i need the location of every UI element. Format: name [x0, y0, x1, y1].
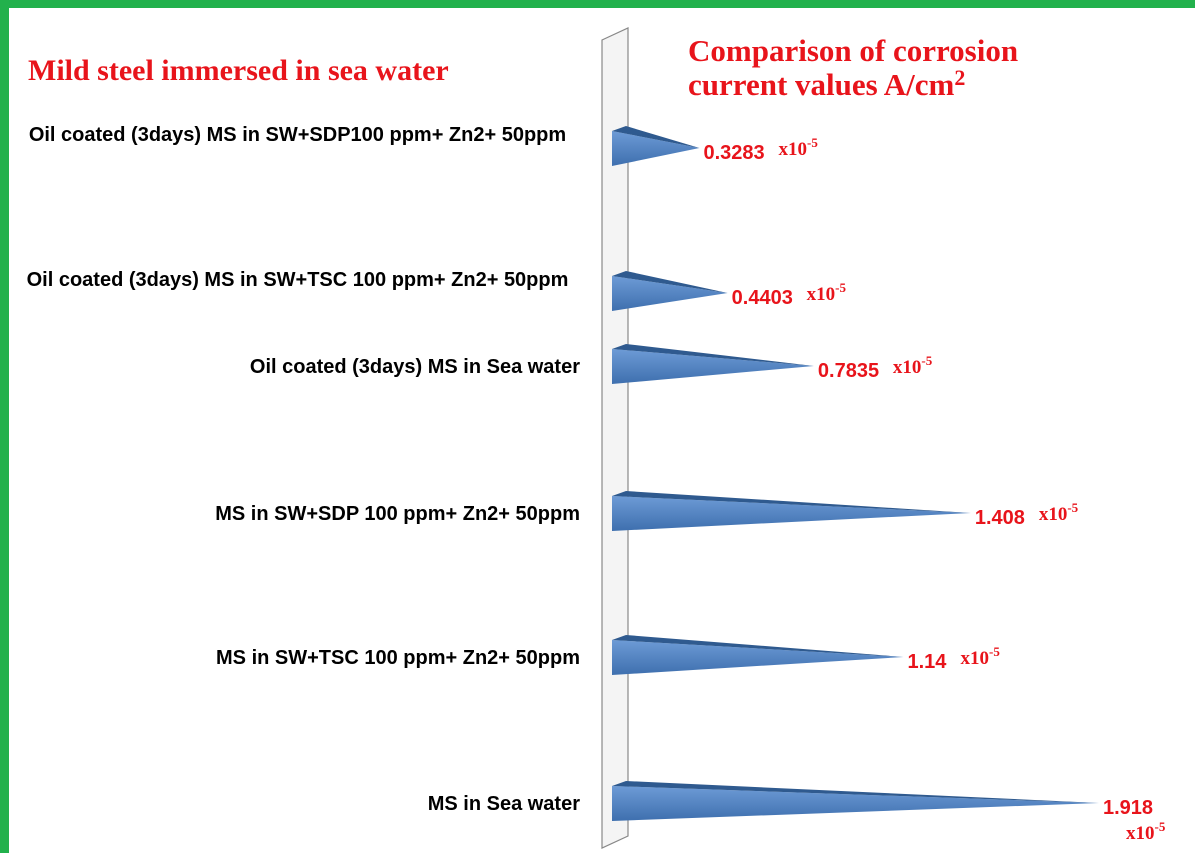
unit-label: x10-5 — [806, 281, 846, 306]
subtitle: Mild steel immersed in sea water — [28, 54, 449, 87]
border — [0, 0, 9, 853]
cone-top — [612, 781, 1100, 803]
unit-label: x10-5 — [778, 136, 818, 161]
chart-title: Comparison of corrosion current values A… — [688, 34, 1118, 102]
category-label: Oil coated (3days) MS in SW+SDP100 ppm+ … — [28, 124, 567, 146]
value-label: 1.918 — [1103, 797, 1154, 819]
cone-top — [612, 344, 814, 366]
unit-exponent: -5 — [807, 135, 818, 150]
cone-top — [612, 635, 904, 657]
unit-base: x10 — [1126, 823, 1155, 844]
cone-top — [612, 126, 700, 148]
unit-base: x10 — [960, 648, 989, 669]
value-label: 1.14 — [907, 651, 947, 673]
cone-bar — [612, 640, 904, 675]
unit-base: x10 — [806, 284, 836, 305]
unit-exponent: -5 — [1067, 500, 1079, 515]
unit-label: x10-5 — [1126, 820, 1165, 845]
unit-base: x10 — [892, 357, 922, 378]
unit-exponent: -5 — [921, 353, 933, 368]
unit-base: x10 — [1038, 504, 1068, 525]
category-label: MS in SW+TSC 100 ppm+ Zn2+ 50ppm — [216, 647, 580, 669]
category-label: Oil coated (3days) MS in Sea water — [249, 356, 580, 378]
title-text: Comparison of corrosion current values A… — [688, 33, 1019, 102]
category-label: MS in SW+SDP 100 ppm+ Zn2+ 50ppm — [215, 503, 580, 525]
unit-label: x10-5 — [892, 354, 932, 379]
category-label: MS in Sea water — [427, 793, 580, 815]
value-label: 0.3283 — [703, 142, 765, 164]
cone-bar — [612, 349, 814, 384]
category-label: Oil coated (3days) MS in SW+TSC 100 ppm+… — [26, 269, 569, 291]
value-label: 1.408 — [974, 507, 1025, 529]
cone-top — [612, 491, 971, 513]
title-superscript: 2 — [954, 65, 966, 90]
cone-top — [612, 271, 728, 293]
cone-bar — [612, 496, 971, 531]
cone-bar — [612, 131, 700, 166]
border — [0, 0, 1195, 8]
cone-bar — [612, 786, 1100, 821]
unit-label: x10-5 — [1038, 501, 1078, 526]
unit-exponent: -5 — [1154, 819, 1166, 834]
value-label: 0.7835 — [817, 360, 880, 382]
cone-bar — [612, 276, 728, 311]
unit-exponent: -5 — [988, 644, 1000, 659]
value-label: 0.4403 — [731, 287, 793, 309]
unit-label: x10-5 — [960, 645, 999, 670]
unit-exponent: -5 — [835, 280, 846, 295]
unit-base: x10 — [778, 139, 808, 160]
